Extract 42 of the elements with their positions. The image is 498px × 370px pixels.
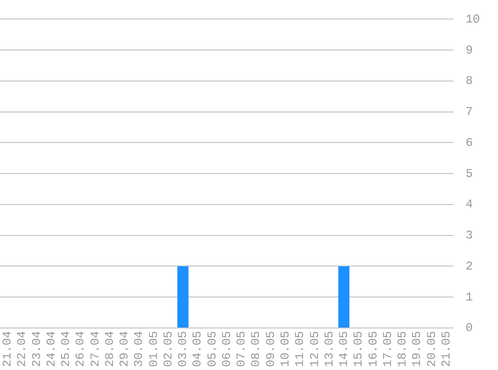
- x-tick-label: 23.04: [30, 330, 44, 368]
- y-tick-label: 2: [466, 259, 473, 274]
- x-tick-label: 10.05: [278, 330, 292, 368]
- x-tick-label: 18.05: [396, 330, 410, 368]
- y-tick-label: 8: [466, 74, 473, 88]
- x-tick-label: 27.04: [88, 330, 102, 368]
- x-tick-label: 04.05: [190, 330, 205, 368]
- y-tick-label: 4: [466, 198, 473, 212]
- x-tick-label: 13.05: [322, 330, 336, 368]
- x-tick-label: 08.05: [249, 330, 264, 368]
- x-tick-label: 12.05: [308, 330, 322, 368]
- x-tick-label: 11.05: [293, 330, 308, 368]
- x-tick-label: 19.05: [410, 330, 424, 368]
- y-tick-label: 0: [466, 321, 473, 336]
- x-tick-label: 22.04: [15, 330, 30, 368]
- x-tick-label: 02.05: [161, 330, 176, 368]
- y-tick-label: 7: [466, 105, 473, 120]
- x-tick-label: 24.04: [44, 330, 58, 368]
- x-tick-label: 15.05: [352, 330, 366, 368]
- x-tick-label: 25.04: [59, 330, 74, 368]
- x-tick-label: 21.05: [439, 330, 454, 368]
- x-tick-label: 07.05: [234, 330, 249, 368]
- x-tick-label: 16.05: [366, 330, 380, 368]
- y-tick-label: 9: [466, 43, 473, 58]
- x-tick-label: 26.04: [74, 330, 88, 368]
- x-tick-label: 20.05: [424, 330, 439, 368]
- y-tick-label: 10: [466, 12, 480, 26]
- x-tick-label: 28.04: [102, 330, 117, 368]
- x-tick-label: 03.05: [176, 330, 190, 368]
- y-tick-label: 5: [466, 166, 473, 181]
- x-tick-label: 21.04: [0, 330, 14, 368]
- x-tick-label: 17.05: [380, 330, 395, 368]
- x-tick-label: 01.05: [146, 330, 161, 368]
- x-tick-label: 30.04: [132, 330, 146, 368]
- y-tick-label: 1: [466, 290, 473, 304]
- x-tick-label: 14.05: [337, 330, 352, 368]
- x-tick-label: 05.05: [205, 330, 220, 368]
- y-tick-label: 6: [466, 136, 473, 150]
- x-tick-label: 29.04: [118, 330, 132, 368]
- x-tick-label: 06.05: [220, 330, 234, 368]
- y-tick-label: 3: [466, 228, 473, 243]
- x-tick-label: 09.05: [264, 330, 278, 368]
